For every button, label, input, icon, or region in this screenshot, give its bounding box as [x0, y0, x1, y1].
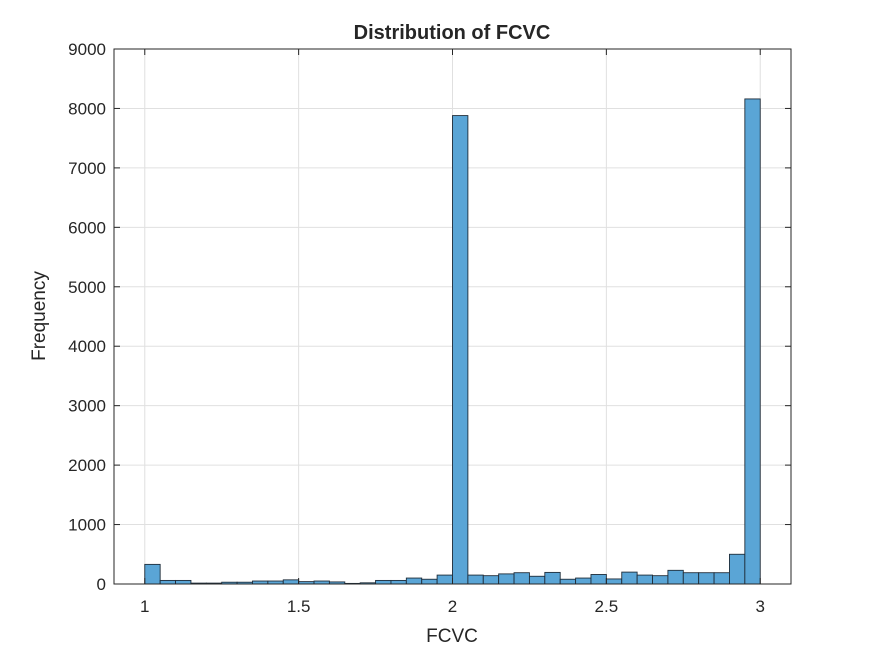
x-tick-label: 3 — [755, 597, 764, 616]
histogram-bar — [498, 573, 515, 585]
y-axis-label: Frequency — [29, 271, 50, 361]
histogram-bar — [713, 572, 730, 585]
x-axis-label: FCVC — [426, 626, 478, 647]
y-tick-label: 3000 — [68, 397, 106, 416]
y-tick-label: 9000 — [68, 40, 106, 59]
histogram-bar — [175, 579, 192, 585]
histogram-bar — [144, 563, 161, 585]
histogram-bar — [467, 574, 484, 585]
histogram-bar — [390, 579, 407, 585]
histogram-bar — [605, 578, 623, 585]
histogram-bar — [682, 572, 700, 585]
histogram-bar — [667, 569, 684, 585]
histogram-bar — [544, 571, 561, 585]
y-tick-label: 4000 — [68, 337, 106, 356]
y-tick-label: 0 — [97, 575, 106, 594]
y-tick-label: 8000 — [68, 99, 106, 118]
histogram-bar — [452, 115, 469, 585]
histogram-bar — [698, 572, 715, 585]
histogram-bar — [159, 579, 176, 585]
y-tick-label: 6000 — [68, 218, 106, 237]
histogram-bar — [744, 98, 761, 585]
histogram-bar — [575, 577, 592, 585]
x-tick-label: 2 — [448, 597, 457, 616]
y-tick-label: 7000 — [68, 159, 106, 178]
histogram-bar — [621, 571, 638, 585]
axis-ticks: 1 1.5 2 2.5 3 0 1000 2000 3000 4000 5000 6000 7000 80… — [68, 40, 791, 616]
histogram-bar — [652, 575, 669, 585]
x-tick-label: 1 — [140, 597, 149, 616]
histogram-bar — [482, 575, 500, 585]
histogram-bar — [590, 574, 607, 585]
histogram-bar — [421, 578, 438, 585]
histogram-bars — [144, 98, 761, 585]
y-tick-label: 5000 — [68, 278, 106, 297]
histogram-bar — [405, 577, 423, 585]
y-tick-label: 2000 — [68, 456, 106, 475]
histogram-bar — [559, 578, 577, 585]
x-tick-label: 2.5 — [595, 597, 619, 616]
y-tick-label: 1000 — [68, 516, 106, 535]
histogram-bar — [729, 553, 746, 585]
x-tick-label: 1.5 — [287, 597, 311, 616]
histogram-bar — [528, 575, 546, 585]
chart-title: Distribution of FCVC — [354, 22, 551, 44]
histogram-bar — [436, 574, 453, 585]
histogram-bar — [282, 579, 300, 585]
histogram-bar — [636, 574, 653, 585]
histogram-bar — [375, 579, 392, 585]
histogram-bar — [513, 572, 530, 585]
